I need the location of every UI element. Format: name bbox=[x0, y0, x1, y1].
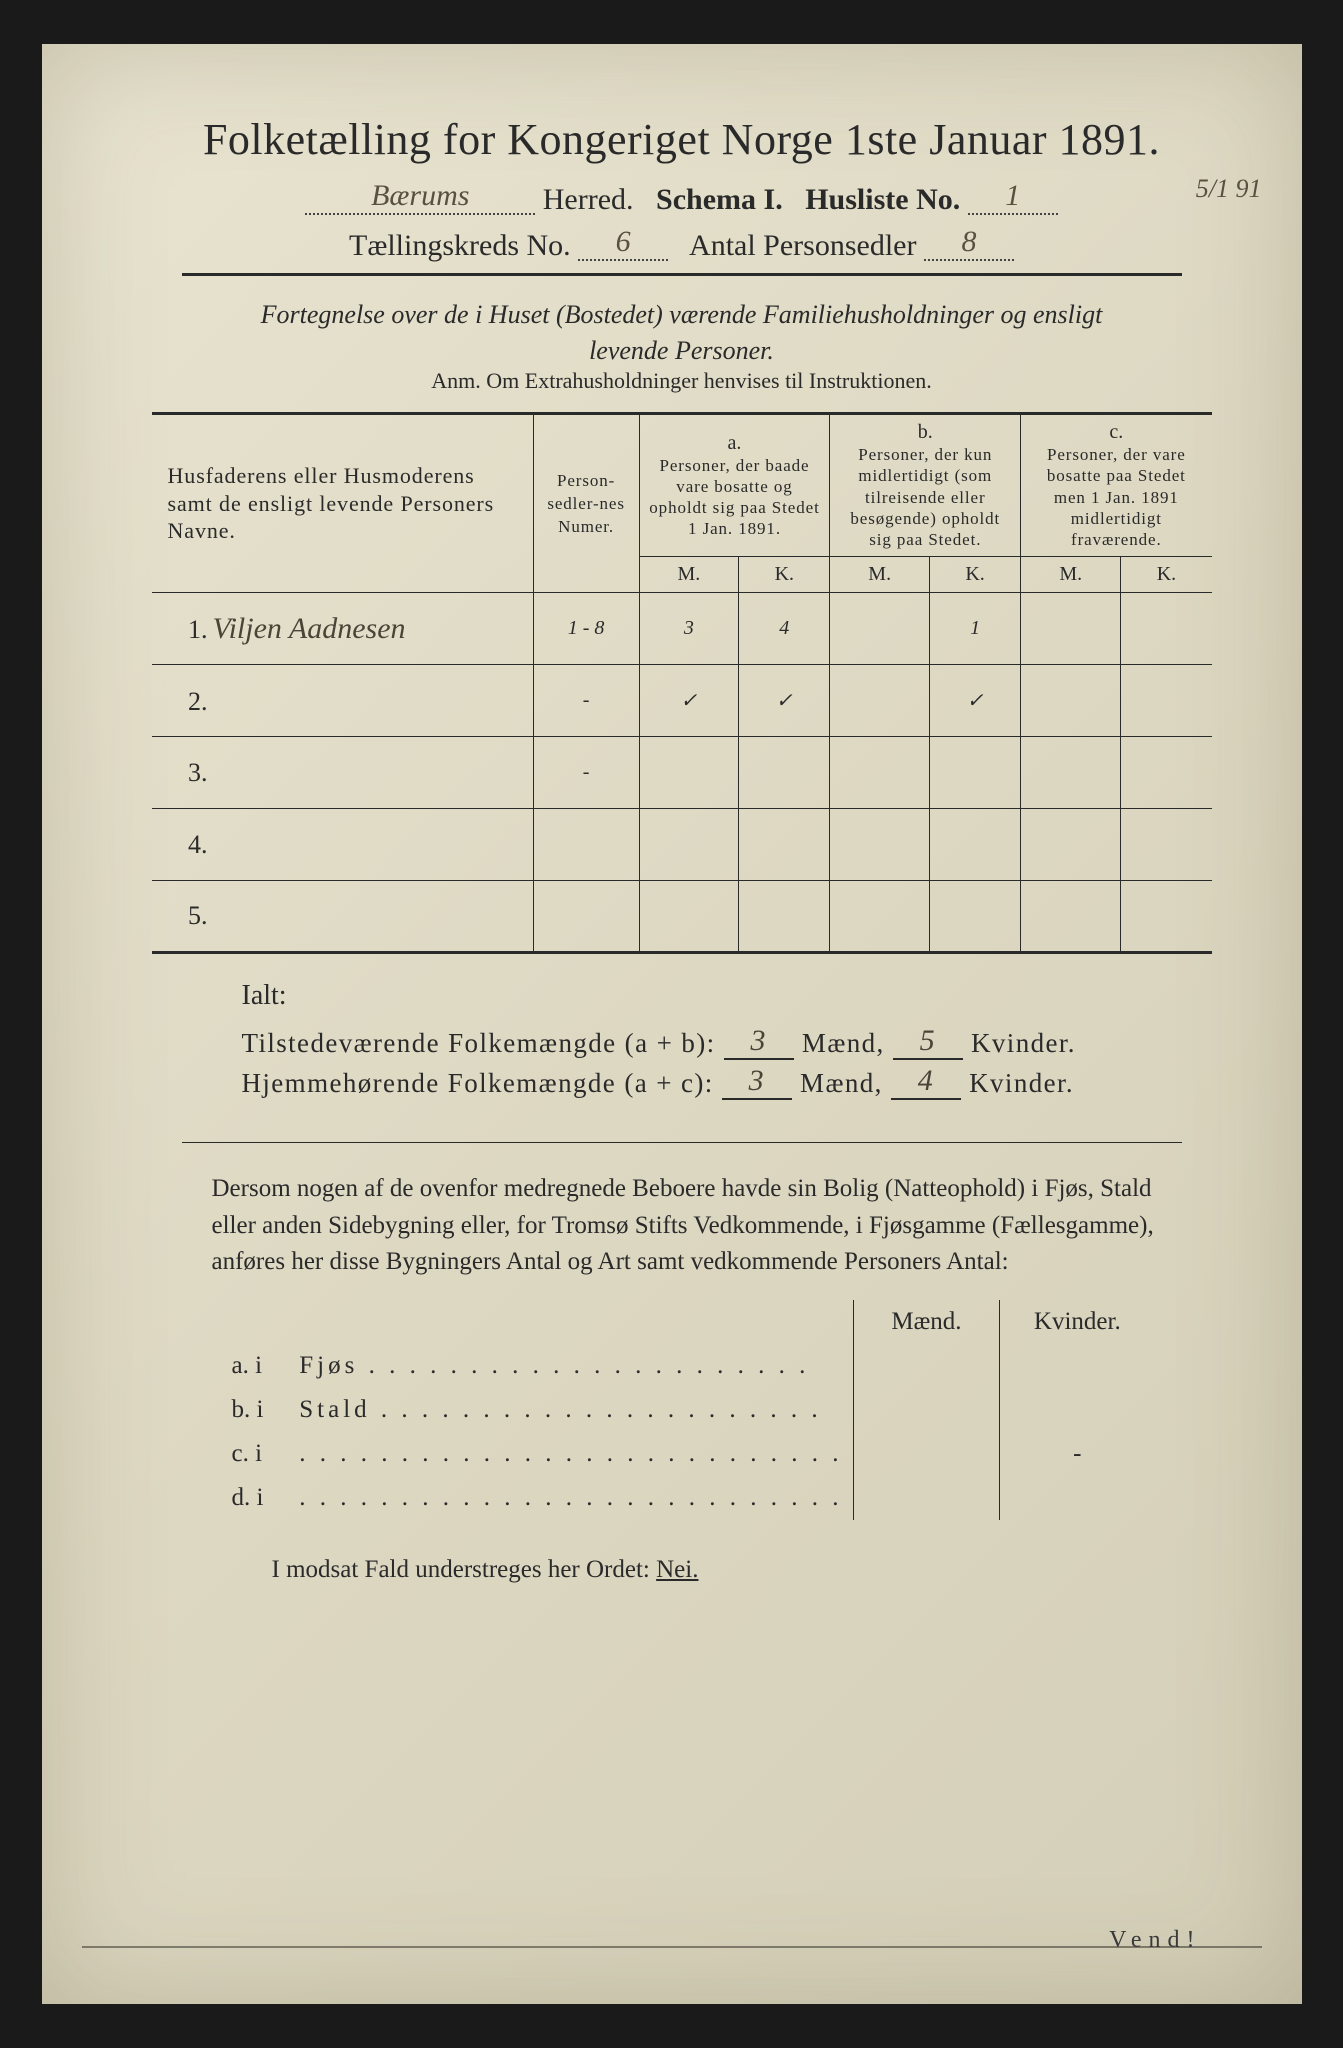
husliste-label: Husliste No. bbox=[805, 183, 960, 216]
kreds-value: 6 bbox=[578, 225, 668, 261]
fjos-row: a. i Fjøs . . . . . . . . . . . . . . . … bbox=[222, 1344, 1155, 1388]
vend-label: Vend! bbox=[1109, 1927, 1201, 1954]
margin-date: 5/1 91 bbox=[1196, 174, 1262, 204]
th-b: b. Personer, der kun midlertidigt (som t… bbox=[830, 414, 1021, 557]
th-a: a. Personer, der baade vare bosatte og o… bbox=[639, 414, 830, 557]
fortegnelse-1: Fortegnelse over de i Huset (Bostedet) v… bbox=[152, 300, 1212, 330]
herred-label: Herred. bbox=[543, 183, 634, 216]
husliste-value: 1 bbox=[968, 179, 1058, 215]
rule-1 bbox=[182, 273, 1182, 276]
anm-note: Anm. Om Extrahusholdninger henvises til … bbox=[152, 368, 1212, 394]
table-row: 4. bbox=[152, 809, 1212, 881]
antal-label: Antal Personsedler bbox=[689, 229, 916, 262]
th-c: c. Personer, der vare bosatte paa Stedet… bbox=[1021, 414, 1212, 557]
nei-word: Nei. bbox=[656, 1556, 698, 1583]
th-nummer: Person-sedler-nes Numer. bbox=[533, 414, 639, 593]
fortegnelse-2: levende Personer. bbox=[152, 336, 1212, 366]
kreds-label: Tællingskreds No. bbox=[349, 229, 571, 262]
fjos-hdr-m: Mænd. bbox=[853, 1300, 1000, 1344]
th-name: Husfaderens eller Husmoderens samt de en… bbox=[152, 414, 534, 593]
th-b-k: K. bbox=[929, 557, 1020, 593]
th-c-m: M. bbox=[1021, 557, 1121, 593]
header-line-1: Bærums Herred. Schema I. Husliste No. 1 bbox=[152, 183, 1212, 219]
fjos-table: Mænd. Kvinder. a. i Fjøs . . . . . . . .… bbox=[222, 1300, 1155, 1520]
footer-rule bbox=[82, 1946, 1262, 1948]
modsat-line: I modsat Fald understreges her Ordet: Ne… bbox=[272, 1556, 1212, 1584]
th-b-m: M. bbox=[830, 557, 930, 593]
table-row: 2. - ✓ ✓ ✓ bbox=[152, 665, 1212, 737]
rule-2 bbox=[182, 1142, 1182, 1143]
fjos-row: d. i . . . . . . . . . . . . . . . . . .… bbox=[222, 1476, 1155, 1520]
th-c-k: K. bbox=[1121, 557, 1212, 593]
totals-ab: Tilstedeværende Folkemængde (a + b): 3 M… bbox=[242, 1026, 1212, 1062]
fjos-hdr-k: Kvinder. bbox=[1000, 1300, 1154, 1344]
table-row: 1. Viljen Aadnesen 1 - 8 3 4 1 bbox=[152, 593, 1212, 665]
fjos-row: b. i Stald . . . . . . . . . . . . . . .… bbox=[222, 1388, 1155, 1432]
th-a-m: M. bbox=[639, 557, 739, 593]
herred-value: Bærums bbox=[305, 179, 535, 215]
census-form-page: 5/1 91 Folketælling for Kongeriget Norge… bbox=[42, 44, 1302, 2004]
totals-ac: Hjemmehørende Folkemængde (a + c): 3 Mæn… bbox=[242, 1066, 1212, 1102]
ialt-label: Ialt: bbox=[242, 980, 1212, 1012]
table-row: 3. - bbox=[152, 737, 1212, 809]
table-row: 5. bbox=[152, 881, 1212, 953]
household-table: Husfaderens eller Husmoderens samt de en… bbox=[152, 412, 1212, 954]
page-title: Folketælling for Kongeriget Norge 1ste J… bbox=[152, 114, 1212, 165]
fjos-row: c. i . . . . . . . . . . . . . . . . . .… bbox=[222, 1432, 1155, 1476]
schema-label: Schema I. bbox=[656, 183, 783, 216]
th-a-k: K. bbox=[739, 557, 830, 593]
dwelling-paragraph: Dersom nogen af de ovenfor medregnede Be… bbox=[212, 1171, 1182, 1280]
antal-value: 8 bbox=[924, 225, 1014, 261]
header-line-2: Tællingskreds No. 6 Antal Personsedler 8 bbox=[152, 229, 1212, 265]
